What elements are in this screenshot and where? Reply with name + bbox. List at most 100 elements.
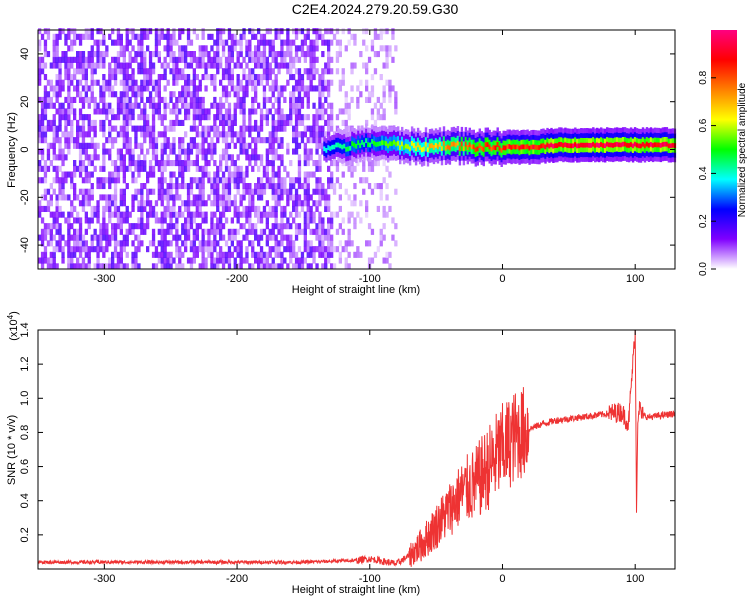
signal-cell: [418, 140, 422, 146]
heatmap-cell: [73, 205, 77, 212]
heatmap-cell: [245, 205, 249, 212]
signal-cell: [647, 133, 651, 139]
heatmap-cell: [76, 91, 80, 98]
signal-cell: [623, 131, 627, 137]
heatmap-cell: [52, 217, 56, 224]
heatmap-cell: [394, 45, 398, 52]
signal-cell: [596, 151, 599, 157]
heatmap-cell: [157, 217, 161, 224]
signal-cell: [498, 145, 501, 151]
signal-cell: [369, 156, 372, 162]
signal-cell: [645, 136, 649, 142]
heatmap-cell: [277, 165, 281, 172]
heatmap-cell: [347, 108, 351, 115]
heatmap-cell: [131, 102, 135, 109]
signal-cell: [440, 155, 444, 161]
heatmap-cell: [67, 257, 71, 264]
signal-cell: [343, 143, 346, 149]
heatmap-cell: [265, 223, 269, 230]
heatmap-cell: [146, 188, 150, 195]
heatmap-cell: [248, 223, 252, 230]
heatmap-cell: [169, 51, 173, 58]
heatmap-cell: [259, 246, 264, 253]
signal-cell: [399, 154, 402, 160]
heatmap-cell: [265, 251, 269, 258]
heatmap-cell: [233, 171, 237, 178]
heatmap-cell: [186, 188, 191, 195]
signal-cell: [633, 131, 637, 137]
heatmap-cell: [224, 165, 229, 172]
signal-cell: [598, 138, 601, 144]
heatmap-cell: [67, 240, 71, 247]
heatmap-cell: [116, 68, 121, 75]
heatmap-cell: [365, 79, 369, 86]
heatmap-cell: [309, 56, 313, 63]
heatmap-cell: [254, 234, 258, 241]
signal-cell: [606, 155, 609, 161]
heatmap-cell: [365, 240, 369, 247]
signal-cell: [669, 138, 673, 144]
heatmap-cell: [113, 263, 118, 270]
heatmap-cell: [248, 188, 252, 195]
heatmap-cell: [140, 45, 144, 52]
heatmap-cell: [224, 148, 229, 155]
heatmap-cell: [55, 228, 59, 235]
heatmap-cell: [224, 68, 229, 75]
heatmap-cell: [67, 251, 71, 258]
heatmap-cell: [81, 137, 86, 144]
heatmap-cell: [157, 91, 161, 98]
heatmap-cell: [335, 165, 340, 172]
heatmap-cell: [324, 68, 328, 75]
signal-cell: [460, 141, 464, 147]
heatmap-cell: [233, 257, 237, 264]
signal-cell: [574, 156, 577, 162]
heatmap-cell: [58, 188, 62, 195]
signal-cell: [651, 152, 655, 158]
heatmap-cell: [163, 102, 167, 109]
signal-cell: [410, 126, 414, 132]
heatmap-cell: [172, 125, 176, 132]
heatmap-cell: [49, 160, 53, 167]
signal-cell: [361, 134, 364, 140]
heatmap-cell: [257, 211, 261, 218]
heatmap-cell: [175, 56, 179, 63]
signal-cell: [331, 154, 334, 160]
heatmap-cell: [116, 96, 121, 103]
heatmap-cell: [274, 85, 278, 92]
heatmap-cell: [210, 188, 214, 195]
heatmap-cell: [58, 102, 62, 109]
heatmap-cell: [198, 96, 202, 103]
signal-cell: [478, 157, 481, 163]
signal-cell: [554, 133, 557, 139]
heatmap-cell: [292, 251, 296, 258]
heatmap-cell: [128, 148, 132, 155]
signal-cell: [494, 159, 497, 165]
heatmap-cell: [306, 188, 310, 195]
heatmap-cell: [210, 33, 214, 40]
heatmap-cell: [128, 79, 132, 86]
heatmap-cell: [292, 205, 296, 212]
colorbar-tick-label: 0.0: [698, 262, 709, 276]
heatmap-cell: [52, 91, 56, 98]
heatmap-cell: [195, 228, 199, 235]
heatmap-cell: [294, 51, 299, 58]
signal-cell: [402, 135, 406, 141]
heatmap-cell: [341, 28, 345, 35]
signal-cell: [637, 157, 641, 163]
signal-cell: [446, 129, 450, 135]
signal-cell: [498, 135, 501, 141]
heatmap-cell: [233, 91, 237, 98]
heatmap-cell: [385, 45, 389, 52]
signal-cell: [566, 147, 569, 153]
heatmap-cell: [49, 200, 53, 207]
heatmap-cell: [257, 125, 261, 132]
heatmap-cell: [81, 56, 86, 63]
heatmap-cell: [245, 188, 249, 195]
heatmap-cell: [178, 108, 182, 115]
heatmap-cell: [175, 188, 179, 195]
signal-cell: [572, 152, 575, 158]
heatmap-cell: [294, 251, 299, 258]
heatmap-cell: [248, 194, 252, 201]
signal-cell: [391, 126, 394, 132]
